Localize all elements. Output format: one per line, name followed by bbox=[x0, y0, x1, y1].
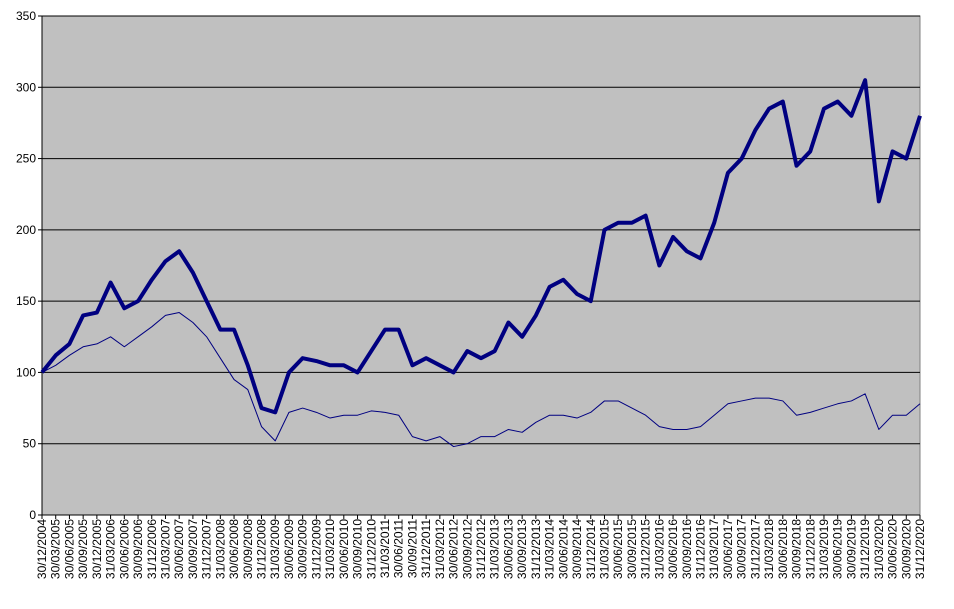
x-tick-label: 30/09/2019 bbox=[844, 519, 858, 579]
x-tick-label: 30/09/2007 bbox=[186, 519, 200, 579]
x-tick-label: 30/06/2015 bbox=[611, 519, 625, 579]
x-tick-label: 31/12/2012 bbox=[474, 519, 488, 579]
data-line bbox=[40, 78, 922, 415]
y-tick-label: 200 bbox=[16, 223, 36, 237]
x-tick-label: 30/09/2006 bbox=[131, 519, 145, 579]
x-tick-label: 30/09/2016 bbox=[680, 519, 694, 579]
x-tick-label: 30/06/2006 bbox=[117, 519, 131, 579]
x-tick-label: 30/09/2018 bbox=[790, 519, 804, 579]
x-tick-label: 30/09/2011 bbox=[405, 519, 419, 578]
x-tick-label: 31/12/2006 bbox=[145, 519, 159, 579]
x-tick-label: 31/03/2014 bbox=[543, 519, 557, 579]
x-tick-label: 31/12/2015 bbox=[639, 519, 653, 579]
y-tick-label: 300 bbox=[16, 80, 36, 94]
x-tick-label: 30/09/2017 bbox=[735, 519, 749, 579]
x-tick-label: 31/03/2013 bbox=[488, 519, 502, 579]
x-tick-label: 30/03/2005 bbox=[49, 519, 63, 579]
x-tick-label: 31/03/2009 bbox=[268, 519, 282, 579]
x-tick-label: 30/12/2004 bbox=[35, 519, 49, 579]
x-tick-label: 31/03/2007 bbox=[158, 519, 172, 579]
x-tick-label: 30/09/2014 bbox=[570, 519, 584, 579]
x-tick-label: 30/06/2013 bbox=[501, 519, 515, 579]
x-tick-label: 31/03/2008 bbox=[213, 519, 227, 579]
x-tick-label: 30/12/2005 bbox=[90, 519, 104, 579]
x-tick-label: 31/12/2008 bbox=[255, 519, 269, 579]
x-tick-label: 30/09/2012 bbox=[460, 519, 474, 579]
y-tick-label: 0 bbox=[29, 508, 36, 522]
x-tick-label: 31/12/2014 bbox=[584, 519, 598, 579]
x-tick-label: 30/09/2005 bbox=[76, 519, 90, 579]
x-tick-label: 31/03/2015 bbox=[597, 519, 611, 579]
x-tick-label: 30/06/2018 bbox=[776, 519, 790, 579]
data-line bbox=[41, 312, 921, 448]
y-tick-label: 50 bbox=[23, 437, 37, 451]
x-tick-label: 31/03/2011 bbox=[378, 519, 392, 578]
x-tick-label: 31/03/2006 bbox=[104, 519, 118, 579]
x-tick-label: 30/06/2011 bbox=[392, 519, 406, 578]
x-tick-label: 30/09/2009 bbox=[296, 519, 310, 579]
x-tick-label: 31/12/2011 bbox=[419, 519, 433, 578]
y-tick-label: 350 bbox=[16, 9, 36, 23]
x-tick-label: 30/06/2020 bbox=[886, 519, 900, 579]
x-tick-label: 31/03/2016 bbox=[652, 519, 666, 579]
x-tick-label: 30/09/2010 bbox=[351, 519, 365, 579]
x-tick-label: 30/06/2019 bbox=[831, 519, 845, 579]
x-tick-label: 31/12/2018 bbox=[803, 519, 817, 579]
x-tick-label: 31/03/2012 bbox=[433, 519, 447, 579]
x-tick-label: 31/12/2020 bbox=[913, 519, 927, 579]
x-tick-label: 30/06/2005 bbox=[62, 519, 76, 579]
x-tick-label: 31/12/2007 bbox=[200, 519, 214, 579]
x-tick-label: 30/06/2008 bbox=[227, 519, 241, 579]
x-tick-label: 31/03/2017 bbox=[707, 519, 721, 579]
x-tick-label: 30/09/2008 bbox=[241, 519, 255, 579]
x-tick-label: 31/12/2019 bbox=[858, 519, 872, 579]
x-tick-label: 31/03/2020 bbox=[872, 519, 886, 579]
x-tick-label: 30/06/2010 bbox=[337, 519, 351, 579]
x-tick-label: 31/12/2010 bbox=[364, 519, 378, 579]
x-tick-label: 31/03/2019 bbox=[817, 519, 831, 579]
x-tick-label: 30/06/2016 bbox=[666, 519, 680, 579]
x-tick-label: 30/06/2007 bbox=[172, 519, 186, 579]
x-tick-label: 30/09/2020 bbox=[899, 519, 913, 579]
x-tick-label: 30/06/2012 bbox=[447, 519, 461, 579]
x-tick-label: 30/09/2015 bbox=[625, 519, 639, 579]
x-tick-label: 30/09/2013 bbox=[515, 519, 529, 579]
plot-area bbox=[41, 15, 921, 516]
x-tick-label: 31/12/2017 bbox=[748, 519, 762, 579]
y-tick-label: 250 bbox=[16, 152, 36, 166]
x-tick-label: 31/12/2016 bbox=[694, 519, 708, 579]
x-tick-label: 31/12/2009 bbox=[309, 519, 323, 579]
x-tick-label: 31/12/2013 bbox=[529, 519, 543, 579]
x-tick-label: 30/06/2014 bbox=[556, 519, 570, 579]
x-tick-label: 30/06/2009 bbox=[282, 519, 296, 579]
x-tick-label: 30/06/2017 bbox=[721, 519, 735, 579]
x-tick-label: 31/03/2010 bbox=[323, 519, 337, 579]
x-tick-label: 31/03/2018 bbox=[762, 519, 776, 579]
y-tick-label: 150 bbox=[16, 294, 36, 308]
y-tick-label: 100 bbox=[16, 365, 36, 379]
